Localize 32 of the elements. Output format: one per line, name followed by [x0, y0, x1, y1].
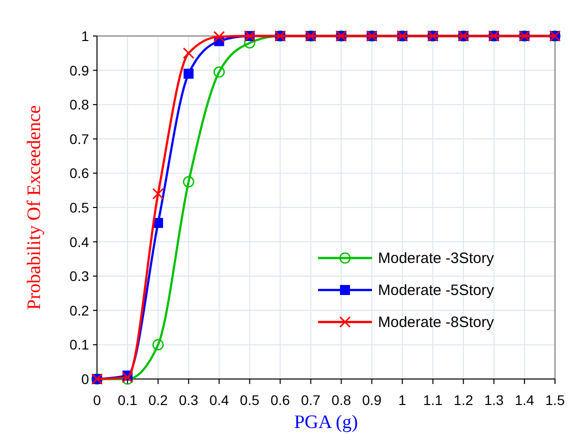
x-tick-label: 0.6 [270, 392, 290, 408]
y-tick-label: 0.8 [70, 96, 90, 113]
x-tick-label: 0.2 [148, 392, 168, 408]
y-axis-title: Probability Of Exceedence [24, 105, 45, 310]
x-tick-label: 1.3 [484, 392, 504, 408]
y-tick-label: 0.3 [70, 268, 90, 284]
y-tick-label: 0.6 [70, 165, 90, 182]
x-axis-title: PGA (g) [294, 412, 358, 433]
y-tick-label: 0 [81, 371, 90, 387]
x-tick-label: 1.2 [454, 392, 474, 408]
x-tick-label: 0.9 [362, 392, 382, 408]
legend-label: Moderate -3Story [378, 250, 494, 267]
y-tick-label: 0.1 [70, 336, 90, 353]
legend-label: Moderate -8Story [378, 314, 494, 331]
x-tick-label: 0.8 [332, 392, 352, 408]
x-tick-label: 0.3 [178, 392, 199, 408]
legend-label: Moderate -5Story [378, 282, 494, 299]
x-tick-label: 1 [398, 392, 406, 408]
y-tick-label: 0.7 [70, 130, 90, 147]
x-tick-label: 0.7 [301, 392, 321, 408]
x-tick-label: 0 [93, 392, 102, 408]
x-tick-label: 1.4 [514, 392, 534, 408]
y-tick-label: 0.9 [70, 62, 90, 78]
x-tick-label: 0.5 [240, 392, 260, 408]
y-tick-label: 0.5 [70, 200, 90, 216]
x-tick-label: 1.5 [545, 392, 565, 408]
y-tick-label: 1 [81, 28, 90, 44]
x-tick-label: 0.4 [209, 392, 230, 408]
y-tick-label: 0.2 [70, 302, 90, 318]
x-tick-label: 1.1 [423, 392, 443, 408]
x-tick-label: 0.1 [118, 392, 138, 408]
y-tick-label: 0.4 [70, 234, 90, 250]
